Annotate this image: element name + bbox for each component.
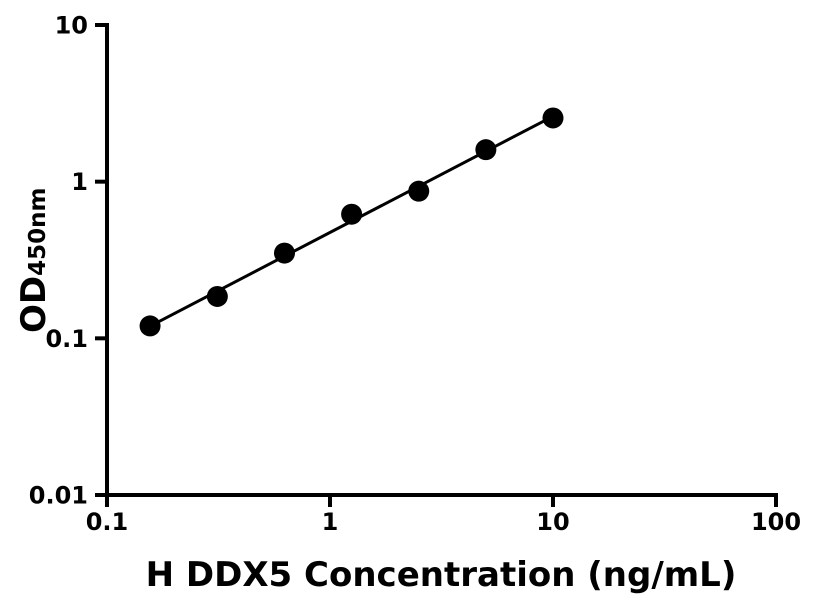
- data-point: [475, 139, 497, 161]
- y-axis-title: OD450nm: [14, 188, 54, 334]
- x-tick-label: 1: [322, 508, 339, 536]
- y-tick-label: 0.01: [29, 482, 88, 510]
- x-tick-label: 10: [536, 508, 569, 536]
- data-point: [408, 180, 430, 202]
- y-axis-title-subscript: 450nm: [25, 188, 51, 276]
- data-point: [206, 285, 228, 307]
- x-tick-label: 0.1: [86, 508, 129, 536]
- x-tick-label: 100: [751, 508, 801, 536]
- data-point: [341, 203, 363, 225]
- data-point: [139, 315, 161, 337]
- y-axis-title-main: OD: [14, 276, 54, 333]
- y-tick-label: 10: [55, 11, 88, 39]
- y-tick-label: 1: [71, 168, 88, 196]
- data-point: [273, 242, 295, 264]
- x-axis-title: H DDX5 Concentration (ng/mL): [146, 555, 737, 595]
- y-tick-label: 0.1: [45, 325, 88, 353]
- data-point: [542, 107, 564, 129]
